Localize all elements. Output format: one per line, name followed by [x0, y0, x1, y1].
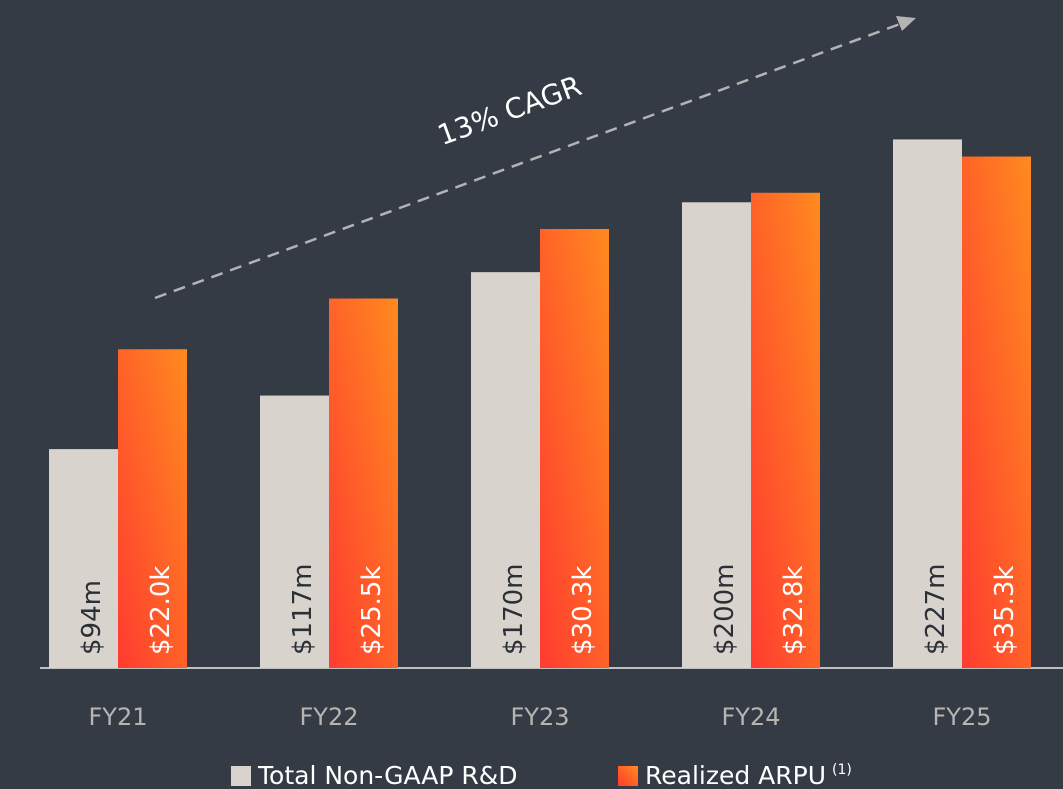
legend-label: Realized ARPU [645, 761, 826, 789]
bar [118, 349, 187, 668]
bar [962, 156, 1031, 668]
bar [329, 298, 398, 668]
value-label: $32.8k [779, 566, 809, 656]
legend-label: Total Non-GAAP R&D [257, 761, 518, 789]
trend-arrow [154, 22, 901, 300]
legend-swatch [231, 766, 251, 786]
x-tick-label: FY22 [299, 703, 358, 731]
bar [49, 449, 118, 668]
value-label: $22.0k [146, 566, 176, 656]
bar [893, 139, 962, 668]
value-label: $25.5k [357, 566, 387, 656]
bar [260, 395, 329, 668]
legend-swatch [618, 766, 638, 786]
legend-note: (1) [832, 762, 852, 778]
value-label: $94m [77, 580, 107, 655]
bar [751, 192, 820, 668]
value-label: $117m [288, 564, 318, 656]
value-label: $170m [499, 564, 529, 656]
x-tick-label: FY23 [510, 703, 569, 731]
bar [682, 202, 751, 669]
bar [471, 272, 540, 668]
bar [540, 228, 609, 668]
x-tick-label: FY25 [932, 703, 991, 731]
arrow-head [896, 16, 916, 31]
value-label: $227m [921, 564, 951, 656]
value-label: $30.3k [568, 566, 598, 656]
x-tick-label: FY21 [88, 703, 147, 731]
value-label: $200m [710, 564, 740, 656]
value-label: $35.3k [990, 566, 1020, 656]
x-tick-label: FY24 [721, 703, 780, 731]
